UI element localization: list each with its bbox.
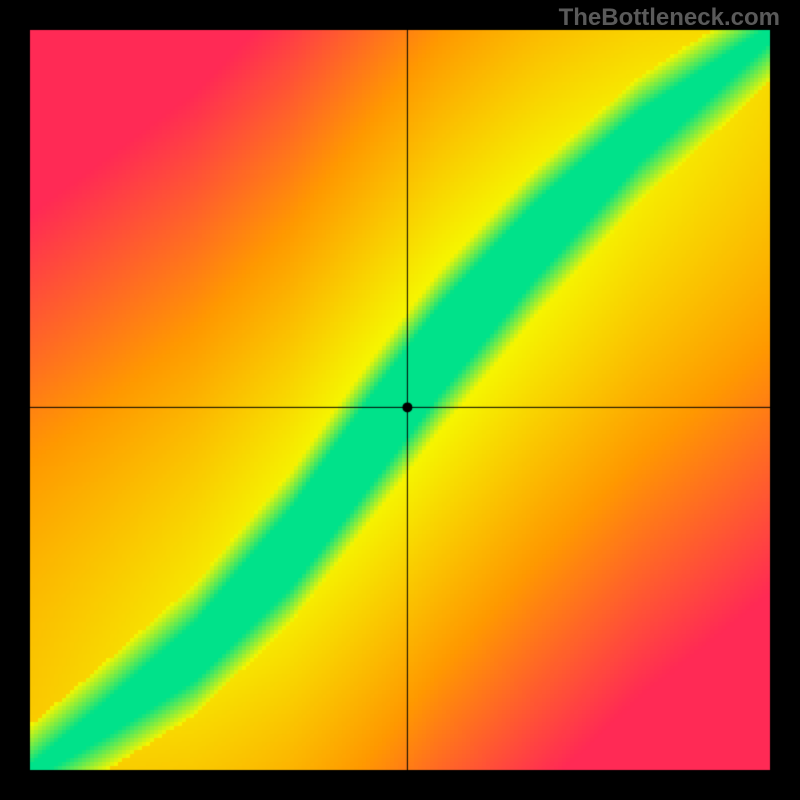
watermark-text: TheBottleneck.com bbox=[559, 4, 780, 32]
bottleneck-heatmap bbox=[0, 0, 800, 800]
